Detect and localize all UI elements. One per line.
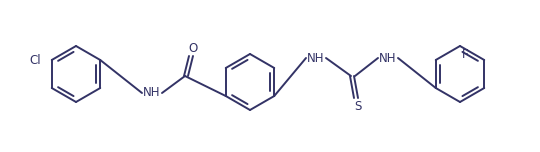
Text: NH: NH <box>379 52 397 64</box>
Text: NH: NH <box>307 52 325 64</box>
Text: F: F <box>462 47 468 60</box>
Text: S: S <box>354 100 362 112</box>
Text: O: O <box>188 41 198 55</box>
Text: Cl: Cl <box>29 55 40 67</box>
Text: NH: NH <box>143 86 161 100</box>
